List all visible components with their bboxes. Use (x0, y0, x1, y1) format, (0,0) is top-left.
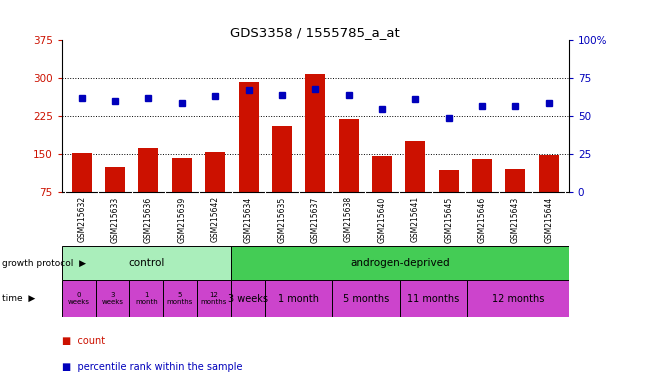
Bar (400, 280, 467, 317)
Text: GSM215638: GSM215638 (344, 196, 353, 242)
Text: 1 month: 1 month (278, 293, 319, 304)
Bar (172, 157, 192, 192)
Bar (138, 148, 159, 192)
Bar (272, 126, 292, 192)
Bar (163, 280, 197, 317)
Text: GSM215637: GSM215637 (311, 196, 320, 243)
Text: 5
months: 5 months (167, 292, 193, 305)
Text: GSM215639: GSM215639 (177, 196, 187, 243)
Text: 0
weeks: 0 weeks (68, 292, 90, 305)
Text: GSM215642: GSM215642 (211, 196, 220, 242)
Text: ■  count: ■ count (62, 336, 105, 346)
Bar (539, 155, 559, 192)
Bar (72, 153, 92, 192)
Bar (129, 280, 163, 317)
Text: control: control (128, 258, 164, 268)
Bar (231, 246, 569, 280)
Text: growth protocol  ▶: growth protocol ▶ (2, 258, 86, 268)
Bar (205, 152, 225, 192)
Bar (467, 280, 569, 317)
Text: GSM215643: GSM215643 (511, 196, 520, 243)
Bar (265, 280, 332, 317)
Bar (406, 141, 425, 192)
Text: GSM215634: GSM215634 (244, 196, 253, 243)
Bar (239, 82, 259, 192)
Text: 12 months: 12 months (492, 293, 544, 304)
Bar (105, 167, 125, 192)
Bar (439, 170, 459, 192)
Text: 3 weeks: 3 weeks (227, 293, 268, 304)
Text: 11 months: 11 months (408, 293, 460, 304)
Bar (231, 280, 265, 317)
Text: GSM215633: GSM215633 (111, 196, 120, 243)
Text: GSM215646: GSM215646 (478, 196, 487, 243)
Text: GSM215632: GSM215632 (77, 196, 86, 242)
Bar (339, 119, 359, 192)
Text: time  ▶: time ▶ (2, 294, 35, 303)
Bar (472, 159, 492, 192)
Bar (332, 280, 400, 317)
Text: GSM215645: GSM215645 (444, 196, 453, 243)
Text: androgen-deprived: androgen-deprived (350, 258, 450, 268)
Text: 12
months: 12 months (201, 292, 227, 305)
Text: 5 months: 5 months (343, 293, 389, 304)
Bar (306, 74, 325, 192)
Text: GSM215641: GSM215641 (411, 196, 420, 242)
Bar (197, 280, 231, 317)
Text: GSM215644: GSM215644 (544, 196, 553, 243)
Text: 1
month: 1 month (135, 292, 157, 305)
Bar (62, 280, 96, 317)
Bar (62, 246, 231, 280)
Text: GSM215640: GSM215640 (378, 196, 387, 243)
Bar (505, 169, 525, 192)
Text: 3
weeks: 3 weeks (101, 292, 124, 305)
Text: GSM215635: GSM215635 (278, 196, 287, 243)
Bar (372, 156, 392, 192)
Text: GSM215636: GSM215636 (144, 196, 153, 243)
Text: ■  percentile rank within the sample: ■ percentile rank within the sample (62, 362, 242, 372)
Bar (96, 280, 129, 317)
Title: GDS3358 / 1555785_a_at: GDS3358 / 1555785_a_at (230, 26, 400, 39)
